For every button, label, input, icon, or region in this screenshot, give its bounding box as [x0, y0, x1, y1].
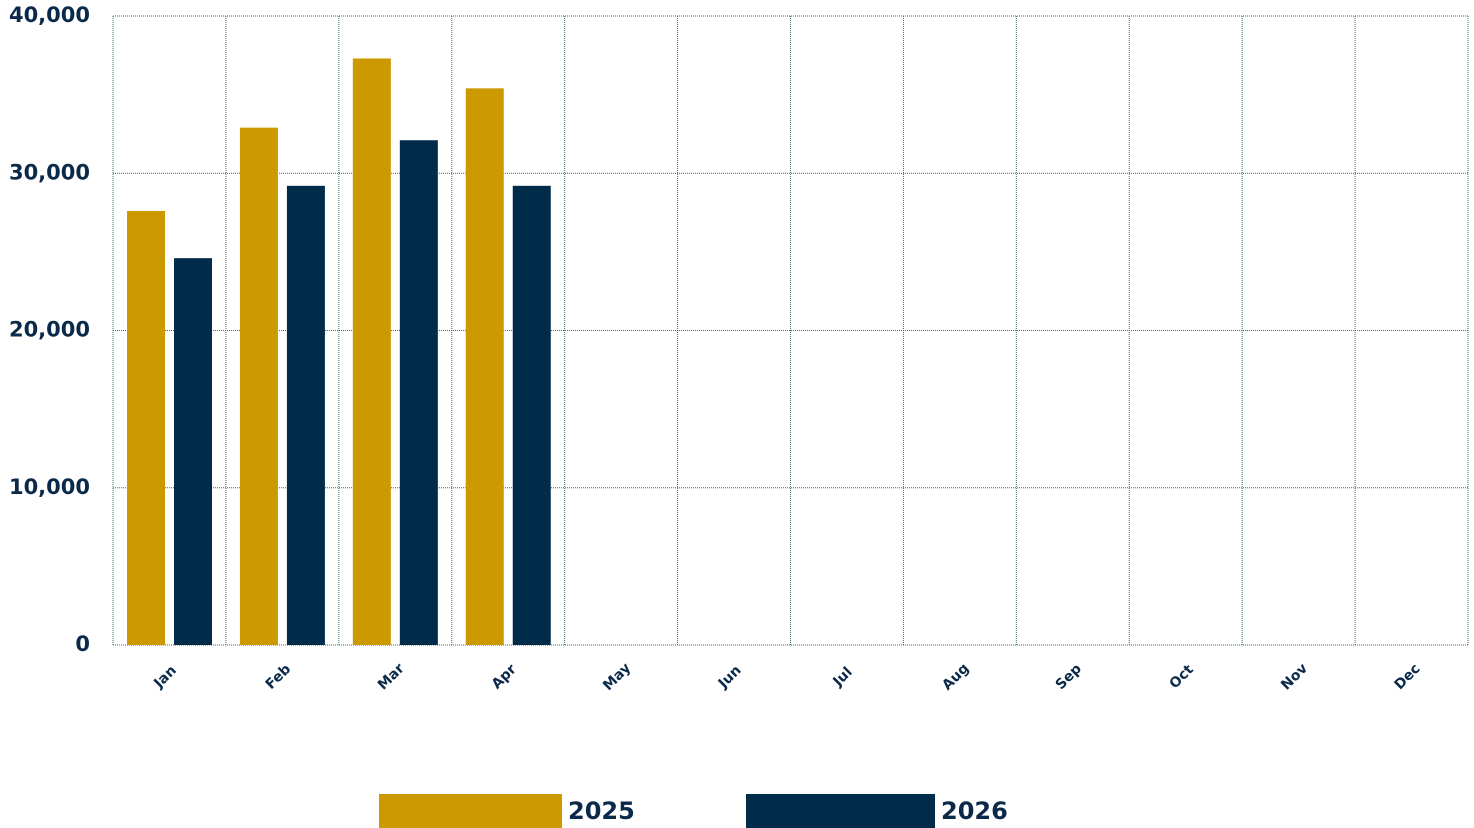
x-tick-label: Nov [1278, 661, 1311, 694]
x-tick-label: Oct [1167, 662, 1198, 693]
legend-swatch [379, 794, 562, 828]
x-tick-label: Jan [150, 663, 179, 692]
x-tick-label: Dec [1391, 661, 1423, 693]
x-tick-label: May [600, 660, 634, 694]
y-tick-label: 40,000 [9, 3, 90, 27]
x-tick-label: Aug [939, 660, 972, 693]
bar [465, 88, 504, 645]
y-tick-label: 10,000 [9, 475, 90, 499]
bar [286, 185, 325, 645]
x-tick-label: Mar [375, 661, 408, 694]
bar [127, 210, 165, 646]
y-tick-label: 20,000 [9, 318, 90, 342]
x-tick-label: Feb [263, 661, 294, 692]
legend-swatch [746, 794, 935, 828]
bar [352, 58, 391, 645]
bar [512, 185, 551, 645]
legend-label: 2026 [941, 797, 1008, 825]
bar [174, 258, 212, 645]
y-tick-label: 30,000 [9, 160, 90, 184]
bar [399, 140, 438, 646]
y-tick-label: 0 [75, 632, 90, 656]
legend-label: 2025 [568, 797, 635, 825]
x-tick-label: Jul [830, 664, 856, 690]
x-tick-label: Jun [715, 662, 745, 692]
bar [239, 127, 278, 645]
x-tick-label: Apr [489, 661, 520, 692]
x-tick-label: Sep [1053, 661, 1085, 693]
